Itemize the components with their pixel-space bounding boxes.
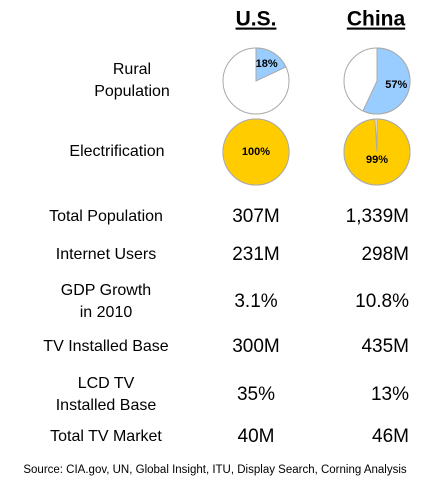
cell-value: 10.8% bbox=[355, 291, 409, 312]
data-label: 100% bbox=[242, 146, 270, 158]
cell-value: 13% bbox=[371, 384, 409, 405]
column-header: U.S. bbox=[236, 8, 277, 31]
row-label: Internet Users bbox=[56, 246, 156, 263]
row-label: GDP Growth bbox=[61, 282, 151, 299]
source-note: Source: CIA.gov, UN, Global Insight, ITU… bbox=[23, 464, 407, 476]
cell-value: 35% bbox=[237, 384, 275, 405]
pie-slice bbox=[343, 118, 411, 186]
row-label: Total TV Market bbox=[50, 428, 162, 445]
row-label: in 2010 bbox=[80, 304, 133, 321]
row-label: Rural bbox=[113, 61, 151, 78]
cell-value: 435M bbox=[361, 336, 409, 357]
cell-value: 298M bbox=[361, 244, 409, 265]
row-label: Electrification bbox=[69, 143, 164, 160]
row-label: Total Population bbox=[49, 208, 163, 225]
row-label: Installed Base bbox=[56, 397, 157, 414]
cell-value: 40M bbox=[238, 426, 275, 447]
cell-value: 300M bbox=[232, 336, 280, 357]
row-label: LCD TV bbox=[78, 375, 135, 392]
pie-slice bbox=[222, 118, 290, 186]
cell-value: 46M bbox=[372, 426, 409, 447]
data-label: 57% bbox=[385, 79, 407, 91]
data-label: 18% bbox=[256, 58, 278, 70]
cell-value: 1,339M bbox=[346, 206, 409, 227]
cell-value: 307M bbox=[232, 206, 280, 227]
data-label: 99% bbox=[366, 154, 388, 166]
pie-slice bbox=[255, 47, 287, 82]
row-label: TV Installed Base bbox=[43, 338, 169, 355]
column-header: China bbox=[347, 8, 406, 31]
row-label: Population bbox=[94, 83, 170, 100]
cell-value: 3.1% bbox=[234, 291, 277, 312]
cell-value: 231M bbox=[232, 244, 280, 265]
pie-slice bbox=[362, 47, 411, 115]
